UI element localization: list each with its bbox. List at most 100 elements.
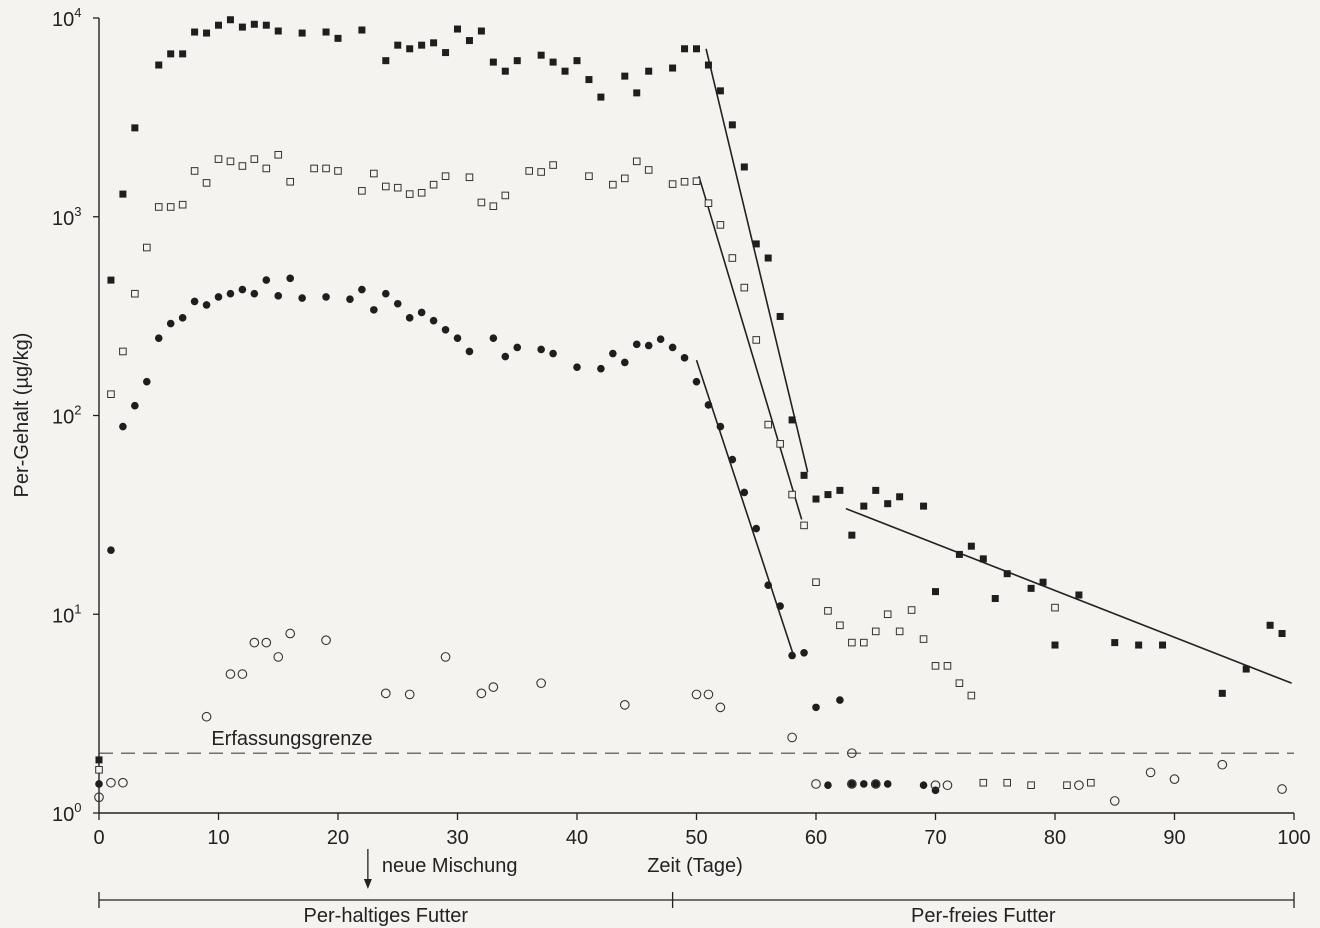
x-tick-label: 0 bbox=[93, 827, 104, 849]
data-point bbox=[274, 292, 283, 300]
data-point bbox=[979, 778, 988, 787]
data-point bbox=[621, 72, 629, 80]
x-tick-label: 60 bbox=[805, 827, 827, 849]
data-point bbox=[872, 486, 880, 494]
data-point bbox=[942, 780, 953, 791]
period-right-label: Per-freies Futter bbox=[911, 905, 1056, 927]
y-tick-label: 102 bbox=[52, 403, 81, 429]
data-point bbox=[943, 662, 952, 670]
data-point bbox=[441, 172, 450, 180]
data-point bbox=[871, 627, 880, 636]
data-point bbox=[716, 87, 724, 95]
axes bbox=[98, 18, 1294, 814]
fit-line bbox=[698, 175, 803, 520]
x-tick-label: 100 bbox=[1277, 827, 1310, 849]
data-point bbox=[848, 638, 856, 647]
data-point bbox=[764, 420, 773, 429]
x-tick-label: 20 bbox=[327, 827, 349, 849]
data-point bbox=[119, 190, 127, 198]
data-point bbox=[226, 16, 234, 24]
data-point bbox=[633, 89, 641, 97]
data-point bbox=[788, 651, 796, 660]
data-point bbox=[836, 486, 844, 494]
data-point bbox=[549, 349, 557, 358]
data-point bbox=[573, 57, 581, 65]
data-point bbox=[202, 301, 211, 309]
data-point bbox=[262, 21, 270, 29]
data-point bbox=[440, 652, 451, 662]
data-point bbox=[740, 283, 749, 292]
data-point bbox=[94, 792, 104, 803]
data-point bbox=[812, 578, 820, 586]
data-point bbox=[585, 76, 593, 84]
x-tick-label: 70 bbox=[924, 827, 946, 849]
data-point bbox=[764, 254, 772, 262]
data-point bbox=[800, 521, 808, 530]
data-point bbox=[417, 308, 426, 317]
data-point bbox=[1266, 621, 1274, 629]
data-point bbox=[644, 341, 653, 350]
data-point bbox=[166, 203, 175, 211]
data-point bbox=[788, 490, 796, 499]
x-tick-label: 10 bbox=[207, 827, 229, 849]
data-point bbox=[619, 700, 630, 710]
data-point bbox=[95, 765, 103, 774]
data-point bbox=[860, 502, 868, 510]
data-point bbox=[1277, 784, 1287, 794]
data-point bbox=[394, 41, 402, 49]
data-point bbox=[848, 531, 856, 539]
data-point bbox=[178, 314, 187, 322]
data-point bbox=[429, 180, 438, 189]
data-point bbox=[932, 588, 939, 596]
fit-lines bbox=[695, 48, 1292, 684]
data-point bbox=[680, 354, 689, 362]
data-point bbox=[370, 169, 378, 178]
data-point bbox=[812, 703, 820, 712]
data-point bbox=[609, 180, 617, 189]
data-point bbox=[573, 363, 581, 371]
data-point bbox=[812, 495, 820, 503]
data-point bbox=[358, 26, 366, 34]
data-point bbox=[632, 157, 641, 166]
data-point bbox=[776, 602, 784, 610]
data-point bbox=[1051, 641, 1059, 649]
data-point bbox=[321, 635, 331, 646]
x-tick-label: 80 bbox=[1044, 827, 1066, 849]
data-point bbox=[334, 167, 342, 175]
data-point bbox=[118, 777, 128, 788]
data-point bbox=[764, 581, 772, 590]
x-tick-label: 50 bbox=[685, 827, 707, 849]
data-point bbox=[621, 174, 629, 183]
data-point bbox=[501, 352, 510, 361]
data-point bbox=[1003, 778, 1012, 787]
y-tick-label: 101 bbox=[52, 601, 81, 627]
data-point bbox=[178, 200, 187, 209]
data-point bbox=[191, 28, 199, 36]
data-point bbox=[322, 164, 330, 173]
data-point bbox=[871, 780, 880, 788]
data-point bbox=[1169, 774, 1180, 785]
data-point bbox=[465, 173, 474, 182]
data-point bbox=[836, 621, 844, 630]
data-point bbox=[836, 696, 844, 704]
data-point bbox=[1159, 641, 1167, 649]
data-point bbox=[669, 64, 677, 72]
data-point bbox=[692, 177, 701, 185]
data-point bbox=[668, 180, 677, 188]
data-point bbox=[405, 314, 414, 322]
data-point bbox=[979, 555, 987, 563]
x-tick-label: 90 bbox=[1163, 827, 1185, 849]
data-point bbox=[430, 39, 438, 47]
data-point bbox=[238, 285, 247, 294]
data-point bbox=[465, 37, 473, 45]
data-point bbox=[883, 610, 892, 619]
data-point bbox=[501, 191, 510, 200]
data-point bbox=[644, 166, 653, 174]
data-point bbox=[740, 163, 748, 171]
y-ticks: 100 101 102 103 104 bbox=[52, 5, 99, 826]
data-point bbox=[477, 27, 485, 35]
data-point bbox=[250, 20, 258, 28]
data-point bbox=[919, 635, 928, 643]
data-point bbox=[860, 780, 868, 788]
